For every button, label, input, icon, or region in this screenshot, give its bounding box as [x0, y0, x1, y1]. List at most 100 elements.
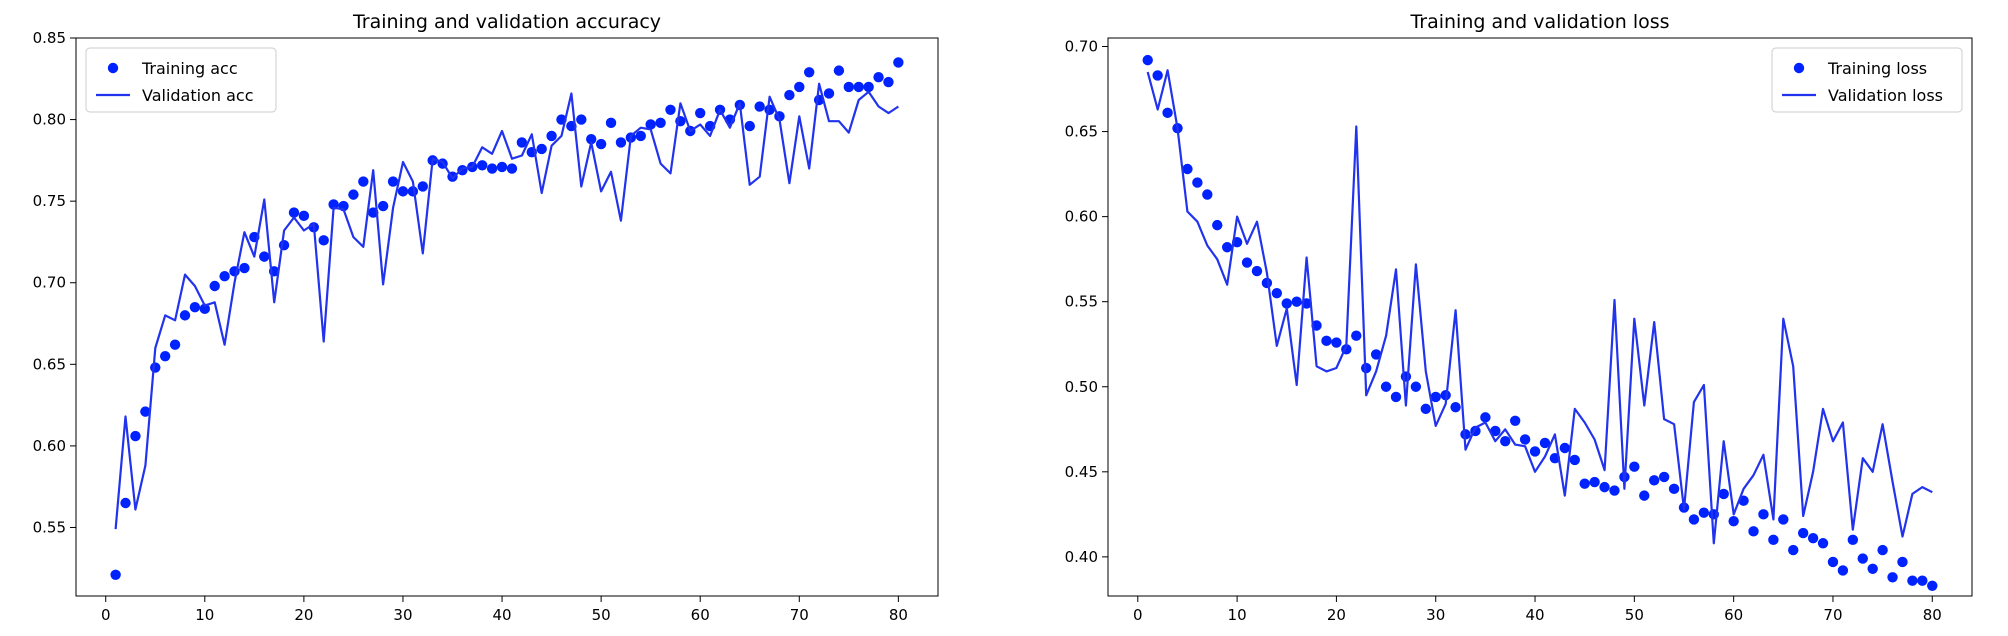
data-point	[863, 81, 874, 93]
data-point	[1748, 526, 1759, 537]
x-tick-label: 20	[1327, 606, 1346, 624]
data-point	[893, 57, 904, 68]
y-tick-label: 0.85	[33, 29, 66, 47]
data-point	[130, 430, 141, 442]
data-point	[169, 339, 181, 350]
data-point	[1758, 509, 1769, 520]
legend-point-marker	[1793, 62, 1805, 74]
data-point	[1152, 70, 1163, 81]
chart-title: Training and validation loss	[1409, 11, 1669, 33]
data-point	[1797, 527, 1809, 539]
data-point	[506, 163, 518, 174]
series-line-validation-acc	[114, 82, 900, 530]
data-point	[1569, 454, 1580, 466]
data-point	[615, 137, 627, 148]
y-tick-label: 0.65	[1065, 123, 1098, 141]
data-point	[605, 117, 617, 129]
data-point	[1202, 189, 1213, 200]
data-point	[1599, 481, 1610, 493]
data-point	[377, 200, 389, 212]
data-point	[348, 189, 359, 200]
y-tick-label: 0.55	[1065, 293, 1098, 311]
data-point	[1867, 563, 1878, 574]
data-point	[1142, 54, 1153, 66]
x-tick-label: 40	[1525, 606, 1544, 624]
x-tick-label: 30	[1426, 606, 1445, 624]
data-point	[1847, 534, 1859, 546]
legend-point-marker	[107, 62, 119, 74]
data-point	[853, 81, 864, 93]
series-line-validation-loss	[1146, 69, 1933, 545]
y-tick-label: 0.70	[1065, 38, 1098, 56]
data-point	[496, 161, 508, 173]
data-point	[1639, 490, 1650, 501]
data-point	[695, 107, 706, 119]
y-tick-label: 0.60	[33, 437, 66, 455]
data-point	[1390, 391, 1402, 403]
data-point	[1410, 381, 1422, 392]
data-point	[1509, 415, 1521, 426]
x-tick-label: 60	[1724, 606, 1743, 624]
data-point	[1649, 475, 1660, 486]
data-point	[1817, 538, 1829, 549]
x-tick-label: 10	[1228, 606, 1247, 624]
data-point	[645, 119, 656, 130]
x-tick-label: 20	[294, 606, 313, 624]
accuracy-chart: Training and validation accuracy 0 10 20 30 4…	[33, 11, 939, 624]
data-point	[1788, 544, 1799, 556]
x-tick-label: 70	[790, 606, 809, 624]
axes-frame	[1107, 37, 1973, 597]
data-point	[784, 89, 795, 101]
data-point	[288, 207, 300, 218]
data-point	[1291, 296, 1302, 307]
chart-title: Training and validation accuracy	[352, 11, 661, 33]
data-point	[387, 176, 399, 187]
data-point	[1917, 575, 1928, 586]
data-point	[843, 81, 855, 93]
data-point	[298, 210, 310, 222]
data-point	[120, 497, 131, 509]
data-point	[1778, 514, 1789, 525]
data-point	[1182, 163, 1193, 175]
data-point	[1380, 381, 1392, 392]
data-point	[219, 271, 230, 282]
data-point	[1370, 349, 1382, 360]
x-tick-label: 80	[889, 606, 908, 624]
data-point	[1450, 401, 1461, 413]
data-point	[417, 181, 428, 192]
data-point	[1837, 565, 1849, 576]
legend	[1771, 47, 1963, 113]
x-tick-label: 50	[592, 606, 611, 624]
data-point	[873, 71, 884, 83]
data-point	[318, 235, 329, 246]
data-point	[1807, 532, 1819, 544]
data-point	[1281, 298, 1292, 309]
x-tick-label: 0	[1133, 606, 1143, 624]
data-point	[1658, 471, 1670, 483]
data-point	[259, 251, 270, 262]
data-point	[239, 262, 250, 274]
data-point	[546, 130, 557, 142]
data-point	[1241, 257, 1253, 268]
loss-chart: Training and validation loss 0 10 20 30 40 50 6…	[1065, 11, 1973, 624]
data-point	[1271, 287, 1283, 299]
data-point	[397, 186, 409, 197]
x-tick-label: 40	[492, 606, 511, 624]
legend-label: Validation loss	[1828, 86, 1943, 105]
data-point	[595, 138, 607, 150]
data-point	[744, 120, 755, 132]
x-tick-label: 70	[1823, 606, 1842, 624]
data-point	[1589, 476, 1600, 488]
data-point	[477, 160, 488, 171]
data-point	[1887, 572, 1898, 583]
data-point	[189, 302, 201, 313]
data-point	[486, 163, 498, 174]
data-point	[1251, 265, 1263, 277]
data-point	[1629, 461, 1640, 472]
x-tick-label: 60	[691, 606, 710, 624]
legend-label: Training acc	[141, 59, 238, 78]
data-point	[1490, 425, 1501, 437]
data-point	[1718, 488, 1729, 500]
data-point	[358, 176, 369, 187]
